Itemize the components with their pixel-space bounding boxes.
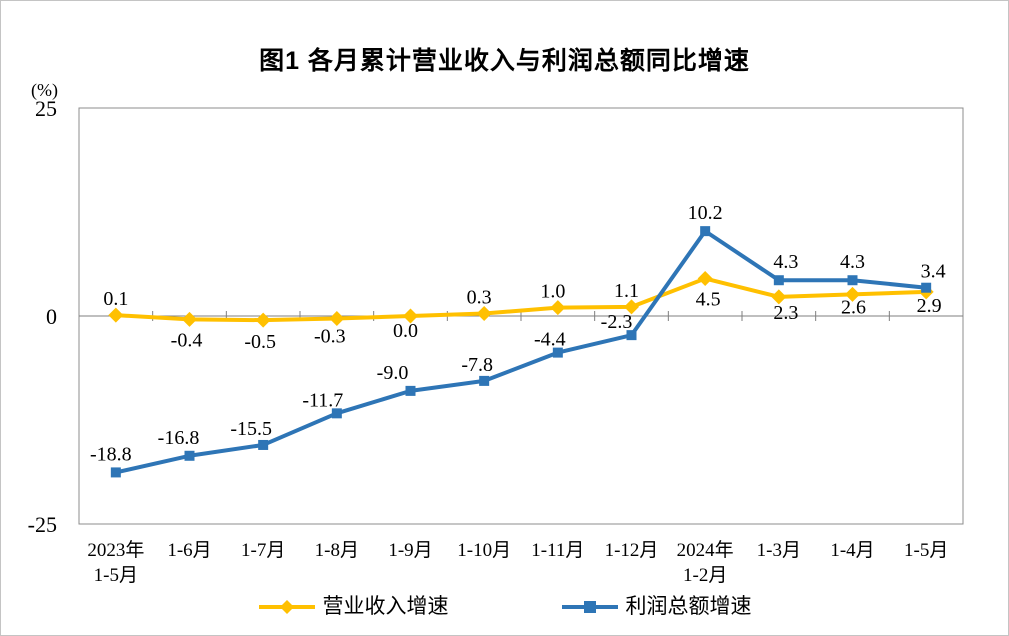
y-axis-tick-label: 25 (35, 96, 57, 121)
profit-marker (773, 275, 784, 286)
revenue-marker (182, 311, 197, 327)
profit-data-label: -15.5 (230, 418, 272, 440)
profit-data-label: 10.2 (688, 202, 723, 224)
revenue-data-label: 1.0 (540, 281, 565, 303)
revenue-series-legend-glyph (258, 599, 315, 614)
revenue-data-label: 2.3 (773, 302, 798, 324)
legend-label-revenue: 营业收入增速 (322, 594, 449, 618)
profit-data-label: -18.8 (90, 443, 132, 465)
profit-marker (331, 408, 342, 419)
x-axis-label: 1-9月 (388, 540, 432, 561)
x-axis-label: 1-8月 (315, 540, 359, 561)
revenue-data-label: 1.1 (614, 280, 639, 302)
profit-marker (184, 450, 195, 461)
y-axis-tick-label: 0 (46, 304, 57, 329)
profit-data-label: -16.8 (158, 427, 200, 449)
revenue-marker (255, 312, 271, 328)
legend: 营业收入增速 利润总额增速 (1, 596, 1008, 617)
revenue-data-label: -0.3 (314, 325, 346, 347)
revenue-data-label: -0.4 (171, 329, 203, 351)
revenue-data-label: 2.6 (841, 296, 866, 318)
y-axis-tick-label: -25 (28, 512, 57, 537)
y-axis-unit-label: (%) (31, 80, 58, 101)
legend-item-profit: 利润总额增速 (561, 596, 752, 617)
revenue-marker (550, 300, 566, 316)
revenue-data-label: 0.0 (393, 320, 418, 342)
revenue-marker (403, 308, 418, 324)
x-axis-label: 1-5月 (904, 540, 948, 561)
x-axis-label: 1-12月 (605, 540, 659, 561)
profit-series-line (113, 229, 929, 475)
chart-title: 图1 各月累计营业收入与利润总额同比增速 (259, 47, 750, 75)
profit-data-label: -4.4 (534, 329, 566, 351)
profit-data-label: 4.3 (840, 251, 865, 273)
x-axis-label: 1-10月 (457, 540, 511, 561)
revenue-marker (476, 306, 492, 322)
x-axis-label: 1-5月 (94, 565, 138, 586)
revenue-data-label: 4.5 (696, 289, 721, 311)
profit-marker (110, 467, 121, 478)
revenue-marker (845, 286, 860, 302)
profit-data-label: 4.3 (773, 251, 798, 273)
x-axis-label: 1-3月 (757, 540, 801, 561)
profit-data-label: 3.4 (921, 261, 946, 283)
revenue-data-label: 0.1 (103, 288, 128, 310)
profit-marker (405, 385, 416, 396)
profit-marker (700, 226, 711, 237)
x-axis-label: 1-11月 (531, 540, 584, 561)
legend-label-profit: 利润总额增速 (625, 594, 752, 618)
profit-marker (847, 275, 858, 286)
revenue-marker (329, 310, 345, 326)
x-axis-label: 1-6月 (167, 540, 211, 561)
revenue-marker (771, 289, 787, 305)
profit-data-label: -11.7 (302, 389, 343, 411)
x-axis-label: 2024年 (677, 539, 734, 561)
profit-series-legend-glyph (561, 600, 618, 613)
x-axis-label: 2023年 (87, 539, 144, 561)
x-axis-label: 1-4月 (830, 540, 874, 561)
revenue-data-label: 2.9 (917, 295, 942, 317)
x-axis-label: 1-7月 (241, 540, 285, 561)
x-axis-label: 1-2月 (683, 565, 727, 586)
profit-data-label: -9.0 (377, 362, 409, 384)
profit-data-label: -2.3 (601, 311, 633, 333)
legend-item-revenue: 营业收入增速 (258, 596, 449, 617)
profit-marker (626, 330, 637, 341)
revenue-marker (108, 307, 124, 323)
profit-marker (921, 282, 932, 293)
profit-marker (479, 375, 490, 386)
revenue-data-label: 0.3 (467, 287, 492, 309)
profit-data-label: -7.8 (461, 354, 493, 376)
profit-marker (552, 347, 563, 358)
revenue-series-line (113, 276, 929, 323)
revenue-marker (624, 299, 639, 315)
revenue-marker (697, 271, 713, 287)
revenue-data-label: -0.5 (244, 331, 276, 353)
profit-marker (258, 439, 269, 450)
